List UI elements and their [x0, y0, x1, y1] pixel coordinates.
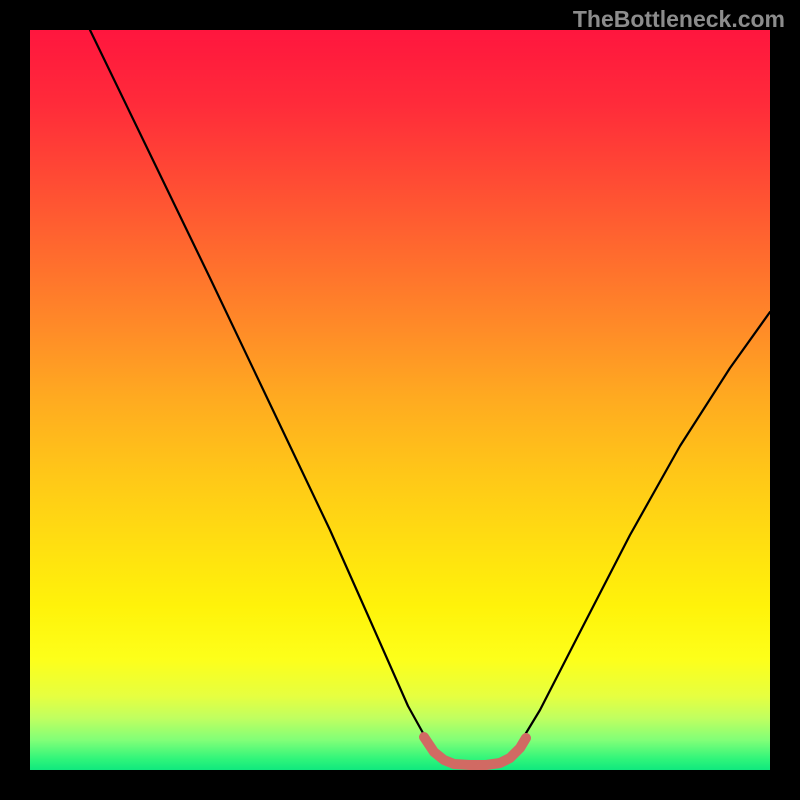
gradient-background	[30, 30, 770, 770]
chart-stage: TheBottleneck.com	[0, 0, 800, 800]
bottleneck-chart-svg	[30, 30, 770, 770]
plot-zone	[30, 30, 770, 770]
attribution-label: TheBottleneck.com	[573, 6, 785, 33]
